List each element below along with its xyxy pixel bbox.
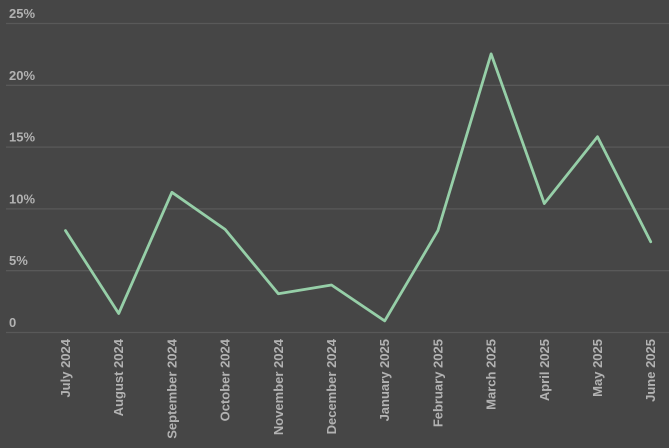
x-axis-tick-label: February 2025: [430, 339, 445, 427]
x-axis-tick-label: December 2024: [324, 338, 339, 434]
y-axis-tick-label: 5%: [9, 253, 28, 268]
x-axis-tick-label: January 2025: [377, 339, 392, 421]
x-axis-tick-label: June 2025: [643, 339, 658, 402]
y-axis-tick-label: 10%: [9, 191, 35, 206]
y-axis-tick-label: 0: [9, 315, 16, 330]
x-axis-tick-label: July 2024: [58, 338, 73, 397]
x-axis-tick-label: May 2025: [590, 339, 605, 397]
y-axis-tick-label: 20%: [9, 68, 35, 83]
y-axis-tick-label: 15%: [9, 130, 35, 145]
x-axis-tick-label: November 2024: [271, 338, 286, 435]
x-axis-tick-label: March 2025: [484, 339, 499, 410]
x-axis-tick-label: August 2024: [111, 338, 126, 416]
x-axis-tick-label: September 2024: [164, 338, 179, 438]
y-axis-tick-label: 25%: [9, 6, 35, 21]
x-axis-tick-label: October 2024: [218, 338, 233, 421]
data-line-series: [64, 52, 653, 323]
x-axis-tick-label: April 2025: [537, 339, 552, 401]
